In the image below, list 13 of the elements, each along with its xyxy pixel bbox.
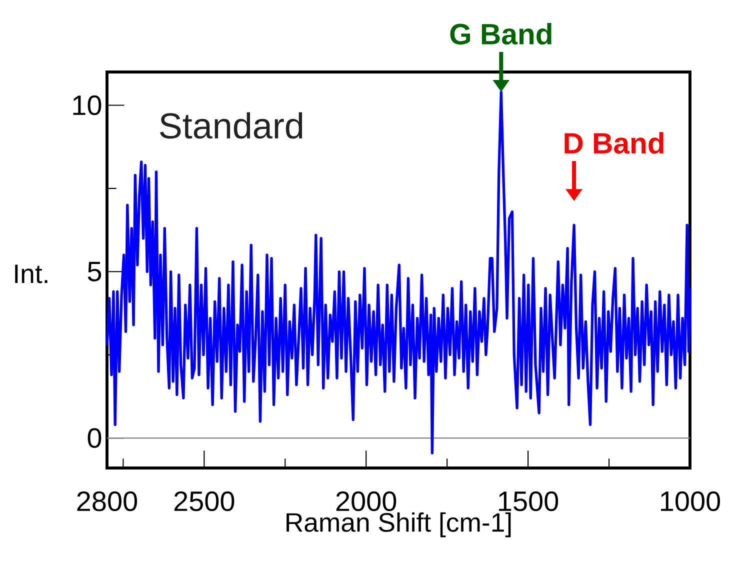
y-axis-title: Int.: [15, 264, 48, 284]
x-tick-label: 2000: [336, 491, 396, 512]
annotation: G Band: [450, 23, 552, 45]
x-tick-label: 1500: [499, 491, 558, 512]
x-tick-label: 1000: [660, 491, 720, 512]
y-tick-label: 5: [88, 262, 102, 282]
y-tick-label: 0: [88, 428, 102, 448]
annotation: Standard: [160, 112, 302, 139]
y-tick-label: 10: [73, 95, 102, 116]
x-tick-label: 2500: [174, 491, 234, 512]
x-tick-label: 2800: [77, 491, 138, 512]
annotation: D Band: [564, 132, 664, 154]
x-axis-title: Raman Shift [cm-1]: [286, 512, 511, 538]
